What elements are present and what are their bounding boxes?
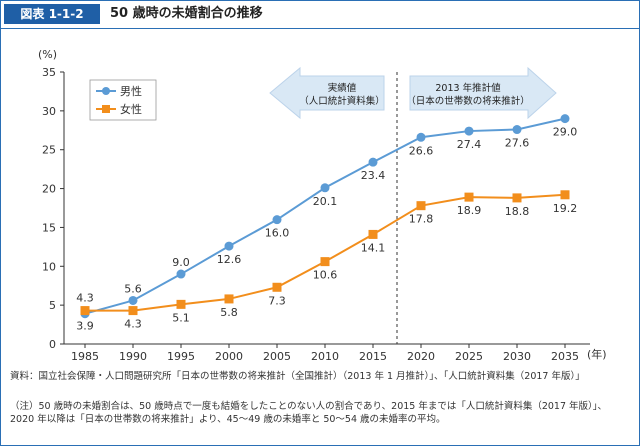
male-point: [128, 295, 138, 305]
x-tick-label: 2030: [503, 350, 531, 363]
y-tick-label: 25: [42, 144, 56, 157]
legend-male-label: 男性: [120, 84, 142, 98]
female-data-label: 17.8: [409, 213, 434, 226]
female-point: [560, 190, 570, 200]
male-point: [560, 114, 570, 124]
right-arrow-icon: [409, 66, 557, 120]
female-data-label: 5.1: [172, 311, 190, 324]
female-data-label: 19.2: [553, 202, 578, 215]
female-series-line: [85, 193, 566, 312]
x-tick-label: 2035: [551, 350, 579, 363]
y-tick-label: 10: [42, 260, 56, 273]
projection-annotation: 2013 年推計値 （日本の世帯数の将来推計）: [406, 66, 557, 120]
figure-label: 図表 1-1-2: [4, 4, 100, 24]
legend: 男性 女性: [89, 79, 157, 121]
male-point: [512, 125, 522, 135]
female-data-label: 5.8: [220, 306, 238, 319]
male-data-label: 5.6: [124, 282, 142, 295]
female-point: [368, 229, 378, 239]
female-data-label: 7.3: [268, 294, 286, 307]
x-tick-label: 1990: [119, 350, 147, 363]
male-data-label: 16.0: [265, 227, 290, 240]
female-point: [464, 192, 474, 202]
male-series-line: [84, 117, 566, 315]
footnote: （注）50 歳時の未婚割合は、50 歳時点で一度も結婚をしたことのない人の割合で…: [10, 401, 608, 425]
female-point: [272, 282, 282, 292]
legend-male-marker: [102, 87, 110, 95]
figure-header: 図表 1-1-2 50 歳時の未婚割合の推移: [0, 0, 640, 28]
male-point: [176, 269, 186, 279]
male-data-label: 9.0: [172, 256, 190, 269]
female-point: [320, 257, 330, 267]
y-tick-label: 0: [49, 338, 56, 351]
y-tick-label: 20: [42, 183, 56, 196]
male-data-label: 29.0: [553, 126, 578, 139]
header-rule: [0, 28, 640, 29]
male-data-label: 3.9: [76, 320, 94, 333]
source-note: 資料：国立社会保障・人口問題研究所「日本の世帯数の将来推計（全国推計）（2013…: [10, 371, 585, 382]
actual-source: （人口統計資料集）: [299, 95, 385, 107]
male-data-label: 23.4: [361, 169, 386, 182]
figure-title: 50 歳時の未婚割合の推移: [110, 6, 263, 21]
male-point: [368, 157, 378, 167]
female-point: [512, 193, 522, 203]
x-tick-label: 2015: [359, 350, 387, 363]
x-tick-label: 1985: [71, 350, 99, 363]
x-unit-label: (年): [587, 347, 607, 361]
left-arrow-icon: [269, 66, 385, 120]
male-data-label: 27.6: [505, 137, 530, 150]
female-data-label: 18.9: [457, 204, 482, 217]
x-tick-label: 2005: [263, 350, 291, 363]
male-data-label: 26.6: [409, 144, 434, 157]
female-point: [128, 306, 138, 316]
y-tick-label: 15: [42, 221, 56, 234]
x-tick-label: 2010: [311, 350, 339, 363]
male-data-label: 20.1: [313, 195, 338, 208]
projection-label: 2013 年推計値: [435, 82, 501, 94]
x-tick-label: 2000: [215, 350, 243, 363]
y-tick-label: 35: [42, 66, 56, 79]
female-data-label: 4.3: [124, 318, 142, 331]
male-point: [416, 132, 426, 142]
male-point: [272, 215, 282, 225]
male-point: [464, 126, 474, 136]
female-data-label: 4.3: [76, 292, 94, 305]
male-point: [320, 183, 330, 193]
male-point: [224, 241, 234, 251]
legend-box: [89, 79, 157, 121]
legend-female-label: 女性: [120, 102, 142, 116]
y-tick-label: 30: [42, 105, 56, 118]
x-tick-label: 1995: [167, 350, 195, 363]
male-data-label: 27.4: [457, 138, 482, 151]
female-data-label: 18.8: [505, 205, 530, 218]
x-tick-label: 2020: [407, 350, 435, 363]
x-tick-label: 2025: [455, 350, 483, 363]
female-point: [224, 294, 234, 304]
y-tick-label: 5: [49, 299, 56, 312]
y-unit-label: (%): [38, 48, 57, 61]
actual-label: 実績値: [328, 82, 357, 94]
female-data-label: 10.6: [313, 269, 338, 282]
female-data-label: 14.1: [361, 241, 386, 254]
projection-source: （日本の世帯数の将来推計）: [406, 95, 530, 107]
actual-annotation: 実績値 （人口統計資料集）: [269, 66, 385, 120]
female-point: [176, 299, 186, 309]
female-point: [80, 306, 90, 316]
legend-female-marker: [102, 105, 110, 113]
male-data-label: 12.6: [217, 253, 242, 266]
female-point: [416, 201, 426, 211]
